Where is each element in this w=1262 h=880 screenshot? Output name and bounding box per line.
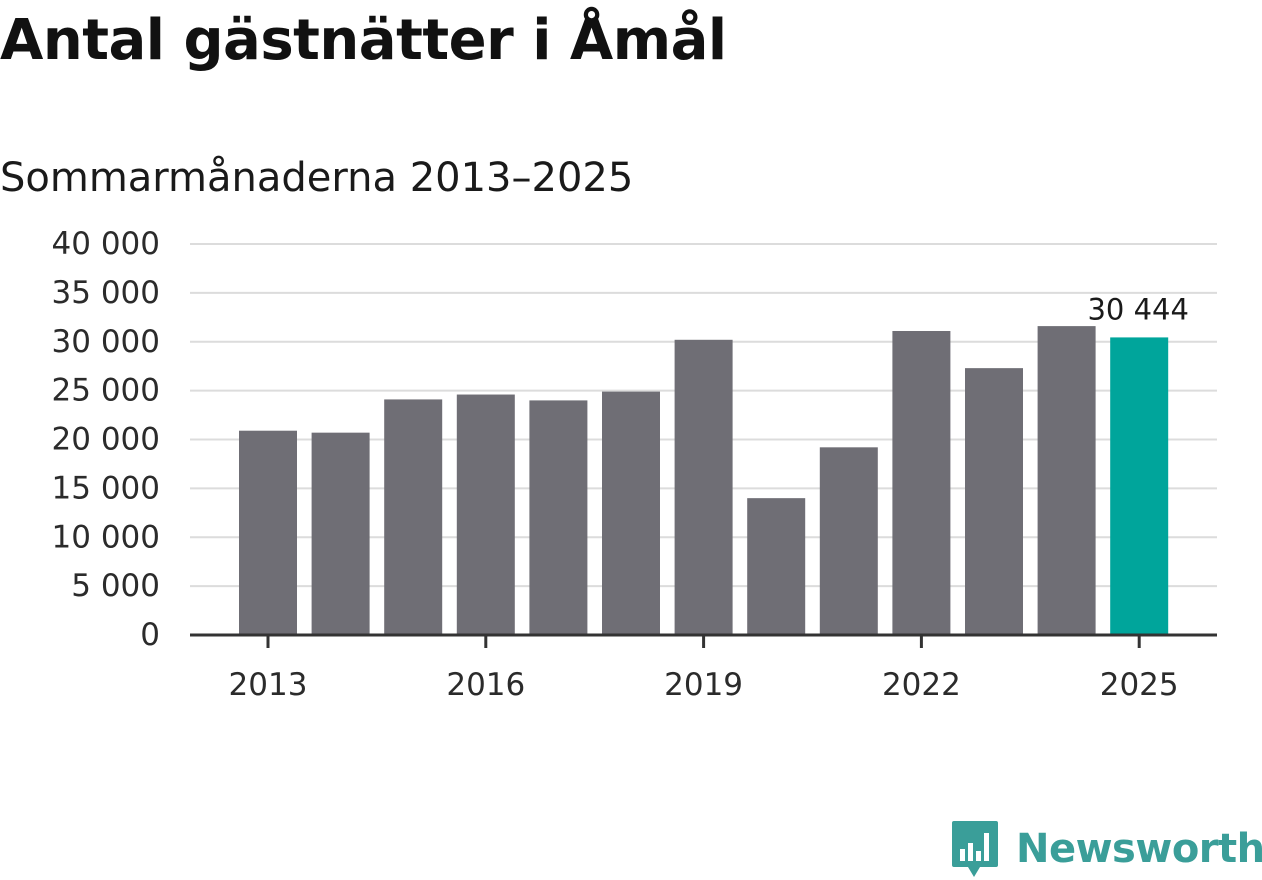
bar — [819, 447, 878, 635]
chart-title: Antal gästnätter i Åmål — [0, 8, 727, 73]
bar — [1110, 337, 1169, 635]
x-tick-label: 2025 — [1100, 667, 1179, 703]
newsworthy-logo: Newsworthy — [950, 818, 1262, 880]
bar — [1037, 326, 1096, 635]
bar — [965, 368, 1023, 635]
y-tick-label: 35 000 — [52, 275, 160, 311]
y-tick-label: 5 000 — [71, 568, 160, 604]
x-tick-label: 2019 — [664, 667, 743, 703]
y-tick-label: 40 000 — [52, 226, 160, 262]
bars — [239, 326, 1169, 635]
y-tick-label: 20 000 — [52, 422, 160, 458]
y-tick-label: 10 000 — [52, 519, 160, 555]
bar — [456, 394, 515, 635]
bar — [529, 400, 588, 635]
bar — [674, 339, 733, 635]
y-tick-label: 30 000 — [52, 324, 160, 360]
y-tick-label: 25 000 — [52, 373, 160, 409]
bar — [311, 432, 370, 635]
bar — [239, 430, 297, 635]
bar — [747, 498, 806, 635]
y-tick-label: 0 — [140, 617, 160, 653]
axes — [190, 633, 1217, 648]
x-tick-label: 2022 — [882, 667, 961, 703]
bar — [602, 391, 660, 635]
data-label: 30 444 — [1087, 292, 1188, 326]
bar — [892, 330, 951, 635]
newsworthy-chart-icon — [952, 821, 998, 877]
bar — [384, 399, 443, 635]
x-tick-label: 2016 — [446, 667, 525, 703]
logo-text: Newsworthy — [1016, 826, 1262, 872]
x-tick-label: 2013 — [229, 667, 308, 703]
chart-subtitle: Sommarmånaderna 2013–2025 — [0, 155, 634, 201]
labels: 0 5 000 10 000 15 000 20 000 25 000 30 000 35 0… — [52, 226, 1189, 703]
y-tick-label: 15 000 — [52, 470, 160, 506]
